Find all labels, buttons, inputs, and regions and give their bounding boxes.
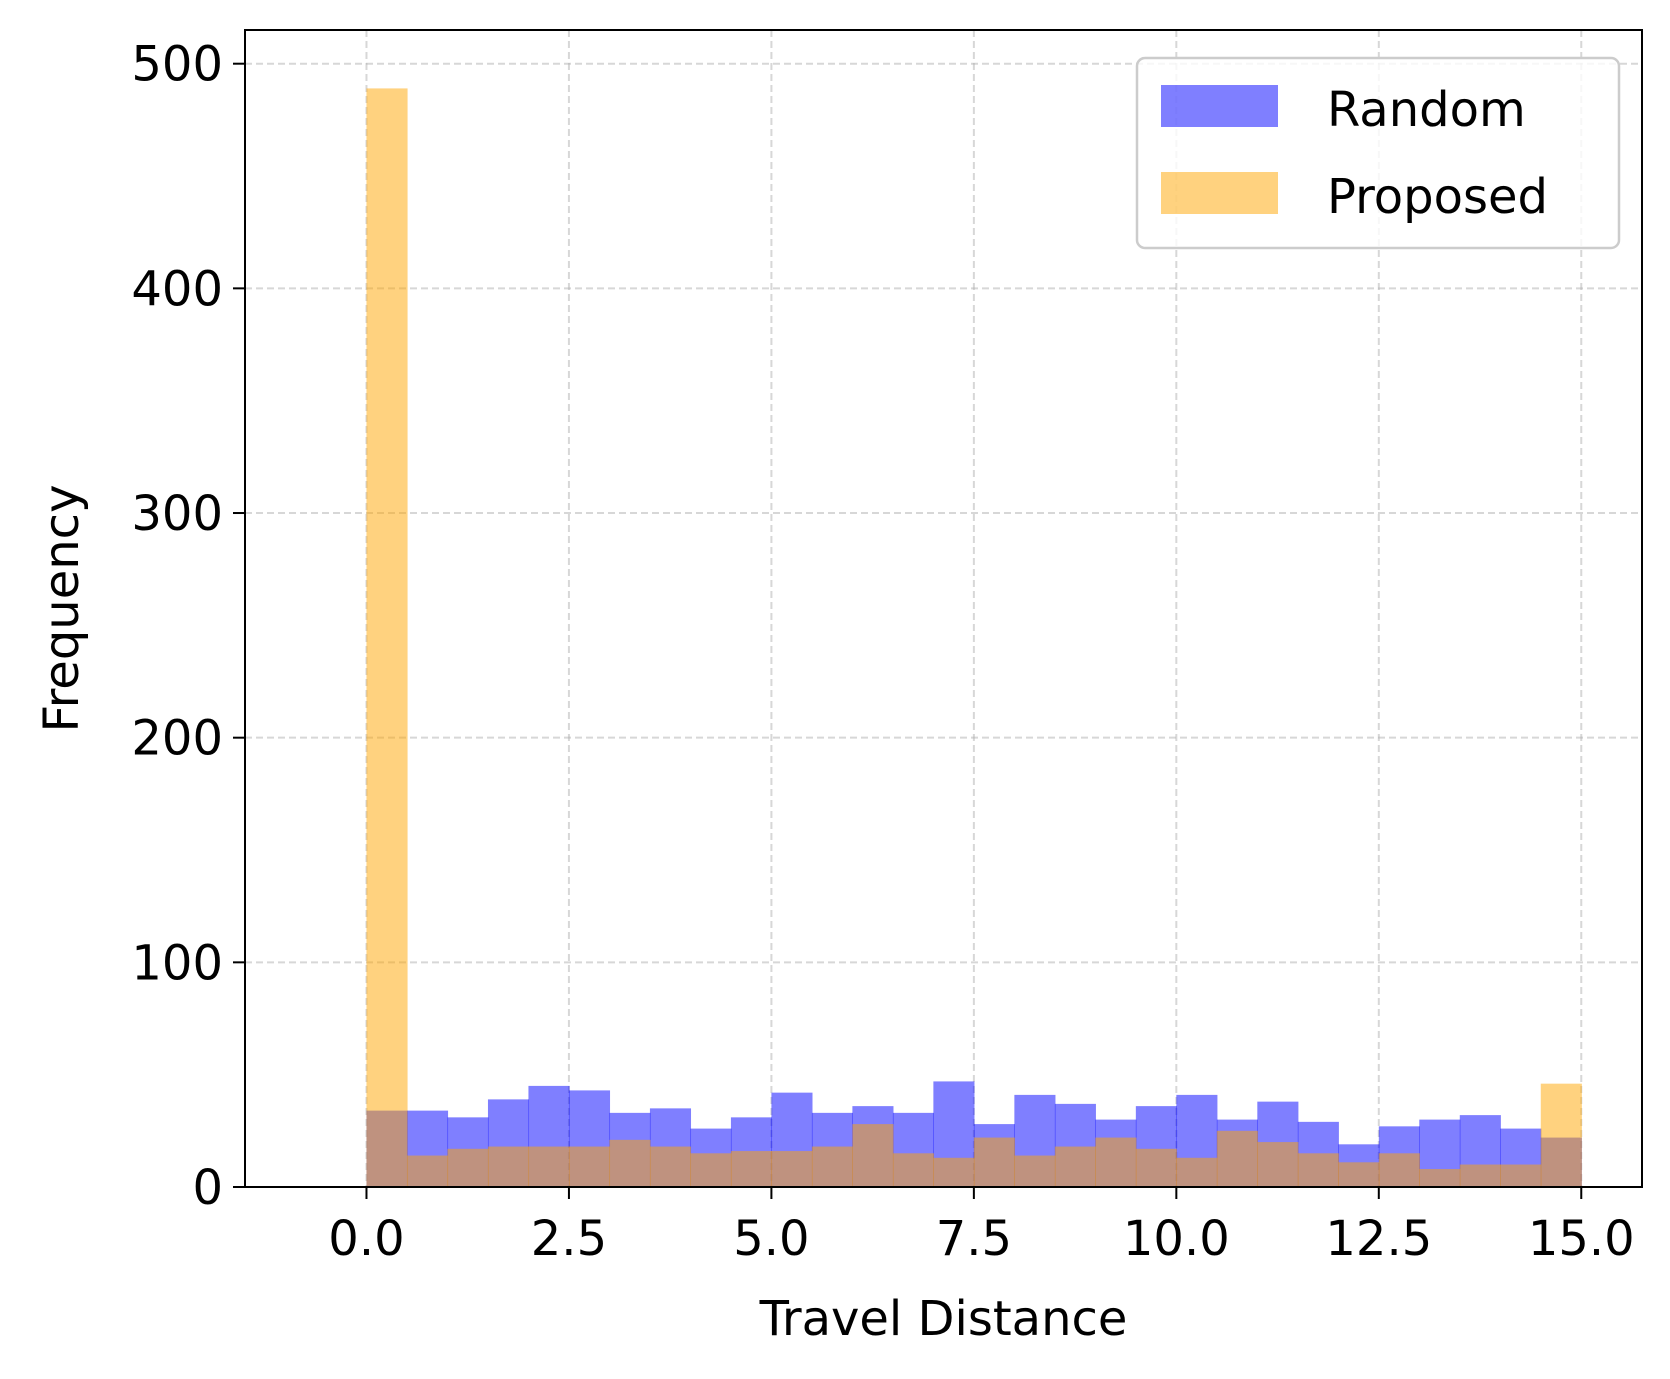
y-tick-label-4: 400 (131, 261, 223, 317)
bar-proposed-15 (973, 1137, 1015, 1187)
bar-proposed-4 (528, 1146, 570, 1187)
bar-proposed-23 (1297, 1153, 1339, 1187)
x-tick-label-2: 5.0 (733, 1211, 809, 1267)
bar-proposed-14 (933, 1157, 975, 1187)
bar-proposed-21 (1216, 1130, 1258, 1187)
bar-proposed-16 (1014, 1155, 1056, 1187)
y-tick-label-2: 200 (131, 711, 223, 767)
bar-proposed-25 (1378, 1153, 1420, 1187)
bar-proposed-11 (811, 1146, 853, 1187)
bar-proposed-29 (1540, 1083, 1582, 1187)
y-tick-label-5: 500 (131, 37, 223, 93)
legend-swatch-random (1161, 85, 1278, 127)
bar-proposed-19 (1135, 1148, 1177, 1187)
bar-proposed-0 (366, 88, 408, 1188)
bar-proposed-10 (771, 1151, 813, 1187)
x-tick-label-3: 7.5 (936, 1211, 1012, 1267)
bar-proposed-20 (1176, 1157, 1218, 1187)
axis-ticks: 0.0 2.5 5.0 7.5 10.0 12.5 15.0 0 100 200 300 400 500 (131, 37, 1634, 1267)
x-tick-label-4: 10.0 (1123, 1211, 1230, 1267)
x-axis-title: Travel Distance (759, 1291, 1128, 1347)
legend-label-random: Random (1327, 82, 1526, 138)
y-tick-label-1: 100 (131, 935, 223, 991)
legend: Random Proposed (1135, 56, 1621, 250)
x-tick-label-6: 15.0 (1528, 1211, 1635, 1267)
bar-proposed-27 (1459, 1164, 1501, 1187)
bar-proposed-3 (487, 1146, 530, 1187)
bar-proposed-12 (852, 1124, 894, 1187)
bar-proposed-1 (406, 1155, 449, 1187)
legend-label-proposed: Proposed (1327, 169, 1548, 225)
y-tick-label-0: 0 (192, 1160, 223, 1216)
bar-proposed-5 (568, 1146, 611, 1187)
bar-proposed-18 (1095, 1137, 1137, 1187)
bar-proposed-22 (1257, 1142, 1299, 1187)
bar-proposed-28 (1500, 1164, 1542, 1187)
bar-proposed-13 (892, 1153, 934, 1187)
bar-proposed-9 (730, 1151, 773, 1187)
x-tick-label-0: 0.0 (328, 1211, 404, 1267)
histogram-bars (366, 88, 1582, 1188)
bar-proposed-26 (1419, 1169, 1461, 1187)
bar-proposed-8 (690, 1153, 732, 1187)
x-tick-label-1: 2.5 (531, 1211, 607, 1267)
bar-proposed-24 (1338, 1162, 1380, 1187)
plot-frame (244, 29, 1643, 1188)
bar-proposed-17 (1054, 1146, 1096, 1187)
bar-proposed-2 (447, 1148, 489, 1187)
x-tick-label-5: 12.5 (1325, 1211, 1432, 1267)
y-tick-label-3: 300 (131, 486, 223, 542)
series-proposed (366, 88, 1582, 1188)
bar-proposed-6 (609, 1139, 651, 1187)
bar-proposed-7 (649, 1146, 692, 1187)
legend-swatch-proposed (1161, 172, 1278, 214)
y-axis-title: Frequency (34, 485, 90, 733)
grid-lines (245, 30, 1642, 1188)
